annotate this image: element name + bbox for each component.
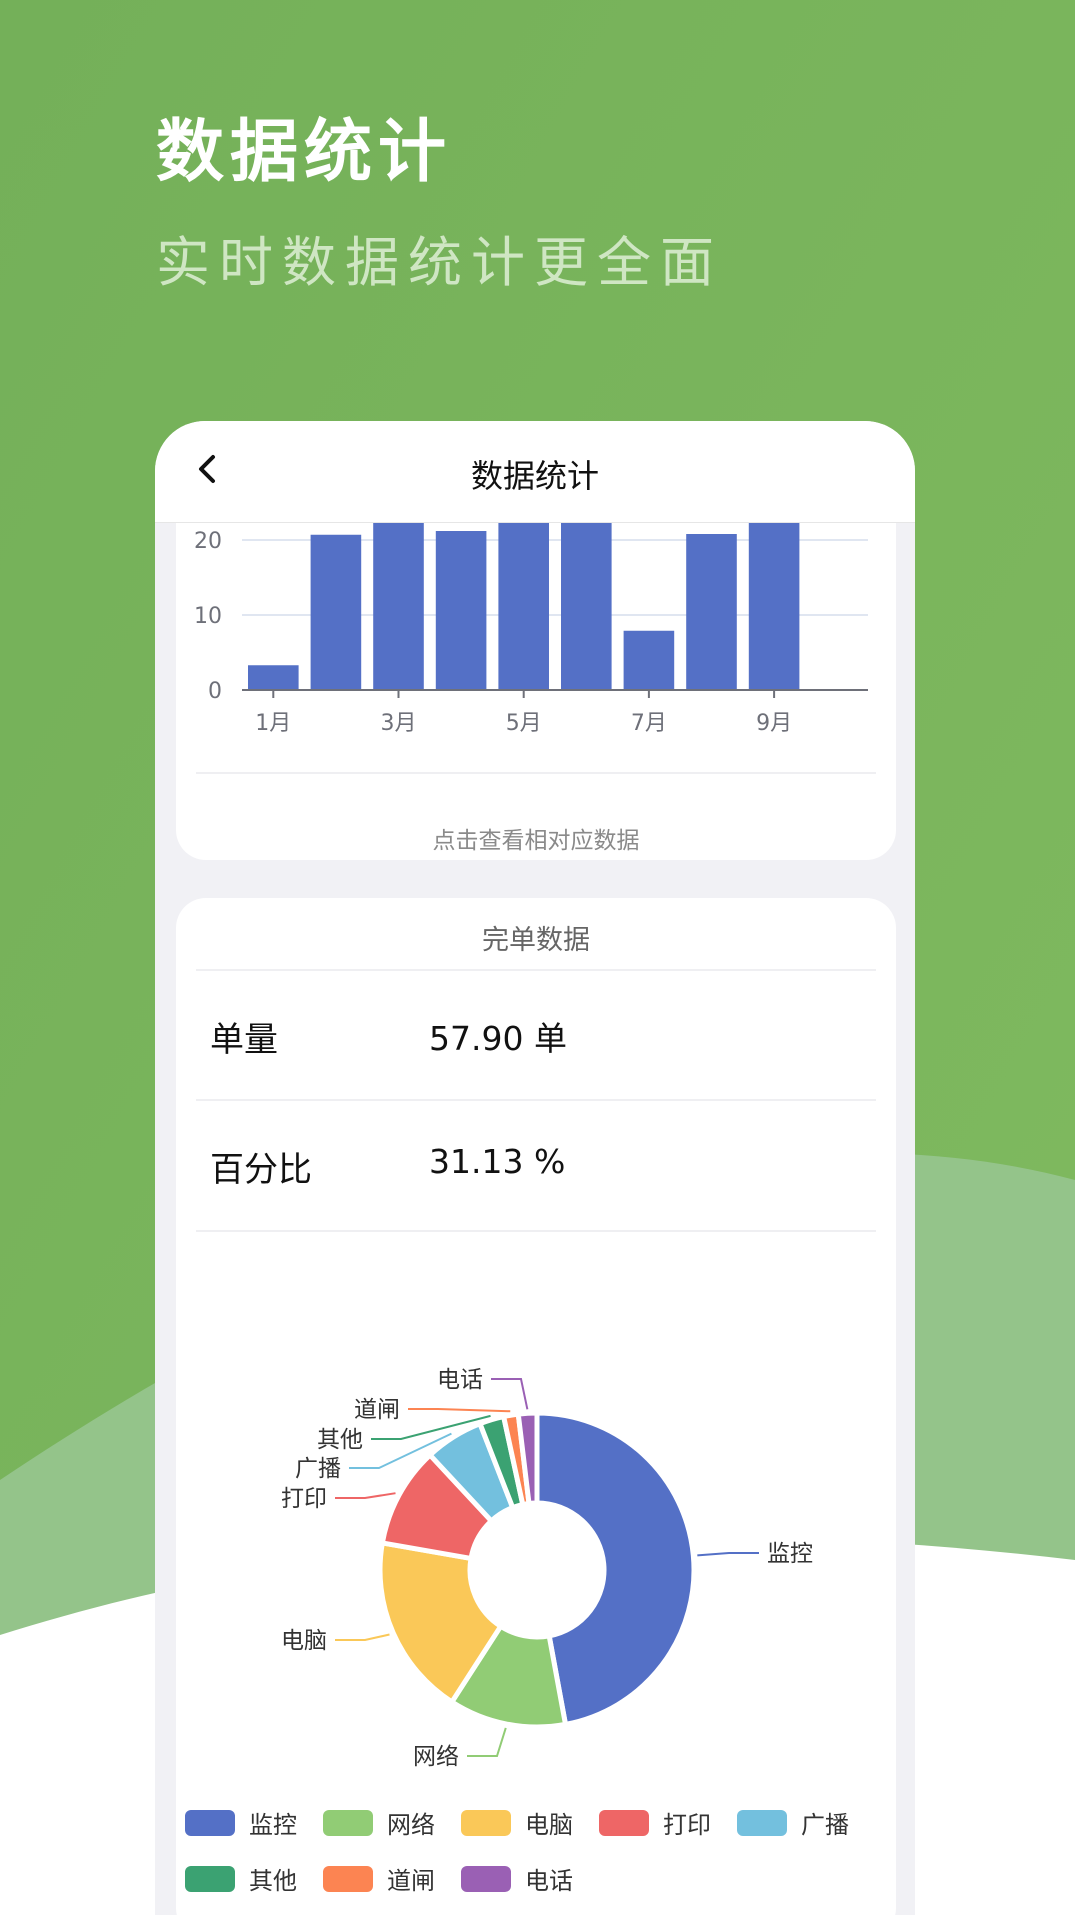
legend-swatch bbox=[461, 1865, 511, 1892]
legend-swatch bbox=[461, 1809, 511, 1836]
legend-swatch bbox=[323, 1809, 373, 1836]
legend-item-网络[interactable]: 网络 bbox=[323, 1805, 435, 1840]
legend-item-电话[interactable]: 电话 bbox=[461, 1861, 573, 1896]
legend-swatch bbox=[737, 1809, 787, 1836]
legend-label: 网络 bbox=[387, 1811, 435, 1839]
back-button[interactable] bbox=[185, 447, 229, 491]
bar-8月[interactable] bbox=[686, 534, 737, 690]
legend-label: 打印 bbox=[663, 1811, 711, 1839]
phone-frame: 数据统计 点击查看相对应数据 0 10 20 1月 3月 5月 7月 9月 完单数据 单量 5… bbox=[155, 421, 915, 1915]
hero-subtitle: 实时数据统计更全面 bbox=[156, 231, 723, 294]
leader-line bbox=[467, 1727, 507, 1757]
legend-swatch bbox=[185, 1865, 235, 1892]
order-count-label: 单量 bbox=[210, 1020, 278, 1060]
slice-label: 打印 bbox=[281, 1486, 327, 1512]
bar-4月[interactable] bbox=[435, 531, 487, 690]
divider bbox=[196, 969, 876, 971]
percent-label: 百分比 bbox=[210, 1150, 312, 1190]
legend-swatch bbox=[599, 1809, 649, 1836]
y-tick-label: 20 bbox=[194, 529, 222, 554]
view-data-link[interactable]: 点击查看相对应数据 bbox=[432, 828, 640, 854]
slice-label: 道闸 bbox=[354, 1397, 400, 1423]
x-tick-label: 3月 bbox=[381, 711, 417, 736]
bar-1月[interactable] bbox=[248, 665, 299, 690]
bar-6月[interactable] bbox=[561, 502, 612, 691]
legend-item-广播[interactable]: 广播 bbox=[737, 1805, 849, 1840]
percent-value: 31.13 % bbox=[429, 1142, 566, 1181]
leader-line bbox=[335, 1633, 390, 1641]
legend-swatch bbox=[185, 1809, 235, 1836]
divider bbox=[196, 1230, 876, 1232]
slice-label: 监控 bbox=[767, 1541, 813, 1567]
chevron-left-icon bbox=[199, 455, 215, 483]
bar-9月[interactable] bbox=[748, 502, 800, 691]
slice-label: 电脑 bbox=[281, 1628, 327, 1654]
slice-label: 广播 bbox=[295, 1456, 341, 1482]
y-tick-label: 0 bbox=[208, 679, 222, 704]
slice-电脑[interactable] bbox=[377, 1540, 504, 1705]
x-tick-label: 9月 bbox=[756, 711, 792, 736]
hero-title: 数据统计 bbox=[156, 113, 453, 192]
divider bbox=[196, 1099, 876, 1101]
legend-item-道闸[interactable]: 道闸 bbox=[323, 1861, 435, 1896]
slice-监控[interactable] bbox=[534, 1410, 697, 1727]
legend-label: 监控 bbox=[249, 1811, 297, 1839]
bar-5月[interactable] bbox=[498, 502, 549, 691]
bar-2月[interactable] bbox=[310, 534, 362, 690]
slice-电话[interactable] bbox=[515, 1410, 540, 1506]
slice-label: 电话 bbox=[437, 1367, 483, 1393]
card-title: 完单数据 bbox=[482, 925, 590, 956]
slice-label: 其他 bbox=[317, 1427, 363, 1453]
legend-label: 其他 bbox=[249, 1867, 297, 1895]
legend-label: 道闸 bbox=[387, 1867, 435, 1895]
legend-label: 电话 bbox=[525, 1867, 573, 1895]
legend-item-打印[interactable]: 打印 bbox=[599, 1805, 711, 1840]
leader-line bbox=[335, 1492, 396, 1499]
legend-item-其他[interactable]: 其他 bbox=[185, 1861, 297, 1896]
legend-item-监控[interactable]: 监控 bbox=[185, 1805, 297, 1840]
y-tick-label: 10 bbox=[194, 604, 222, 629]
leader-line bbox=[408, 1408, 511, 1413]
legend-label: 广播 bbox=[801, 1811, 849, 1839]
bar-chart[interactable]: 0 10 20 1月 3月 5月 7月 9月 bbox=[155, 421, 915, 861]
page-title: 数据统计 bbox=[470, 457, 599, 495]
nav-header: 数据统计 bbox=[155, 421, 915, 523]
legend-label: 电脑 bbox=[525, 1811, 573, 1839]
order-count-value: 57.90 单 bbox=[429, 1019, 567, 1058]
leader-line bbox=[491, 1378, 529, 1410]
divider bbox=[196, 772, 876, 774]
leader-line bbox=[697, 1552, 759, 1557]
slice-label: 网络 bbox=[413, 1744, 459, 1770]
order-data-card: 完单数据 单量 57.90 单 百分比 31.13 % bbox=[176, 898, 896, 1915]
x-tick-label: 5月 bbox=[506, 711, 542, 736]
legend-item-电脑[interactable]: 电脑 bbox=[461, 1805, 573, 1840]
x-tick-label: 1月 bbox=[255, 711, 291, 736]
leader-line bbox=[371, 1414, 491, 1440]
bar-7月[interactable] bbox=[623, 630, 675, 690]
legend-swatch bbox=[323, 1865, 373, 1892]
bar-3月[interactable] bbox=[373, 502, 424, 691]
x-tick-label: 7月 bbox=[631, 711, 667, 736]
leader-line bbox=[349, 1432, 452, 1469]
